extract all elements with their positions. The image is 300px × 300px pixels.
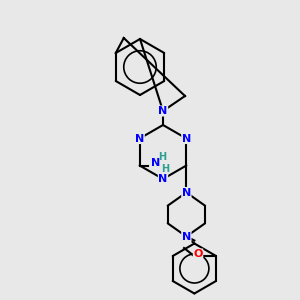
Text: O: O xyxy=(193,249,203,259)
Text: N: N xyxy=(182,188,191,197)
Text: N: N xyxy=(182,232,191,242)
Text: N: N xyxy=(182,134,191,143)
Text: N: N xyxy=(151,158,160,169)
Text: H: H xyxy=(162,164,170,175)
Text: H: H xyxy=(159,152,167,163)
Text: N: N xyxy=(135,134,144,143)
Text: N: N xyxy=(158,106,168,116)
Text: N: N xyxy=(158,174,168,184)
